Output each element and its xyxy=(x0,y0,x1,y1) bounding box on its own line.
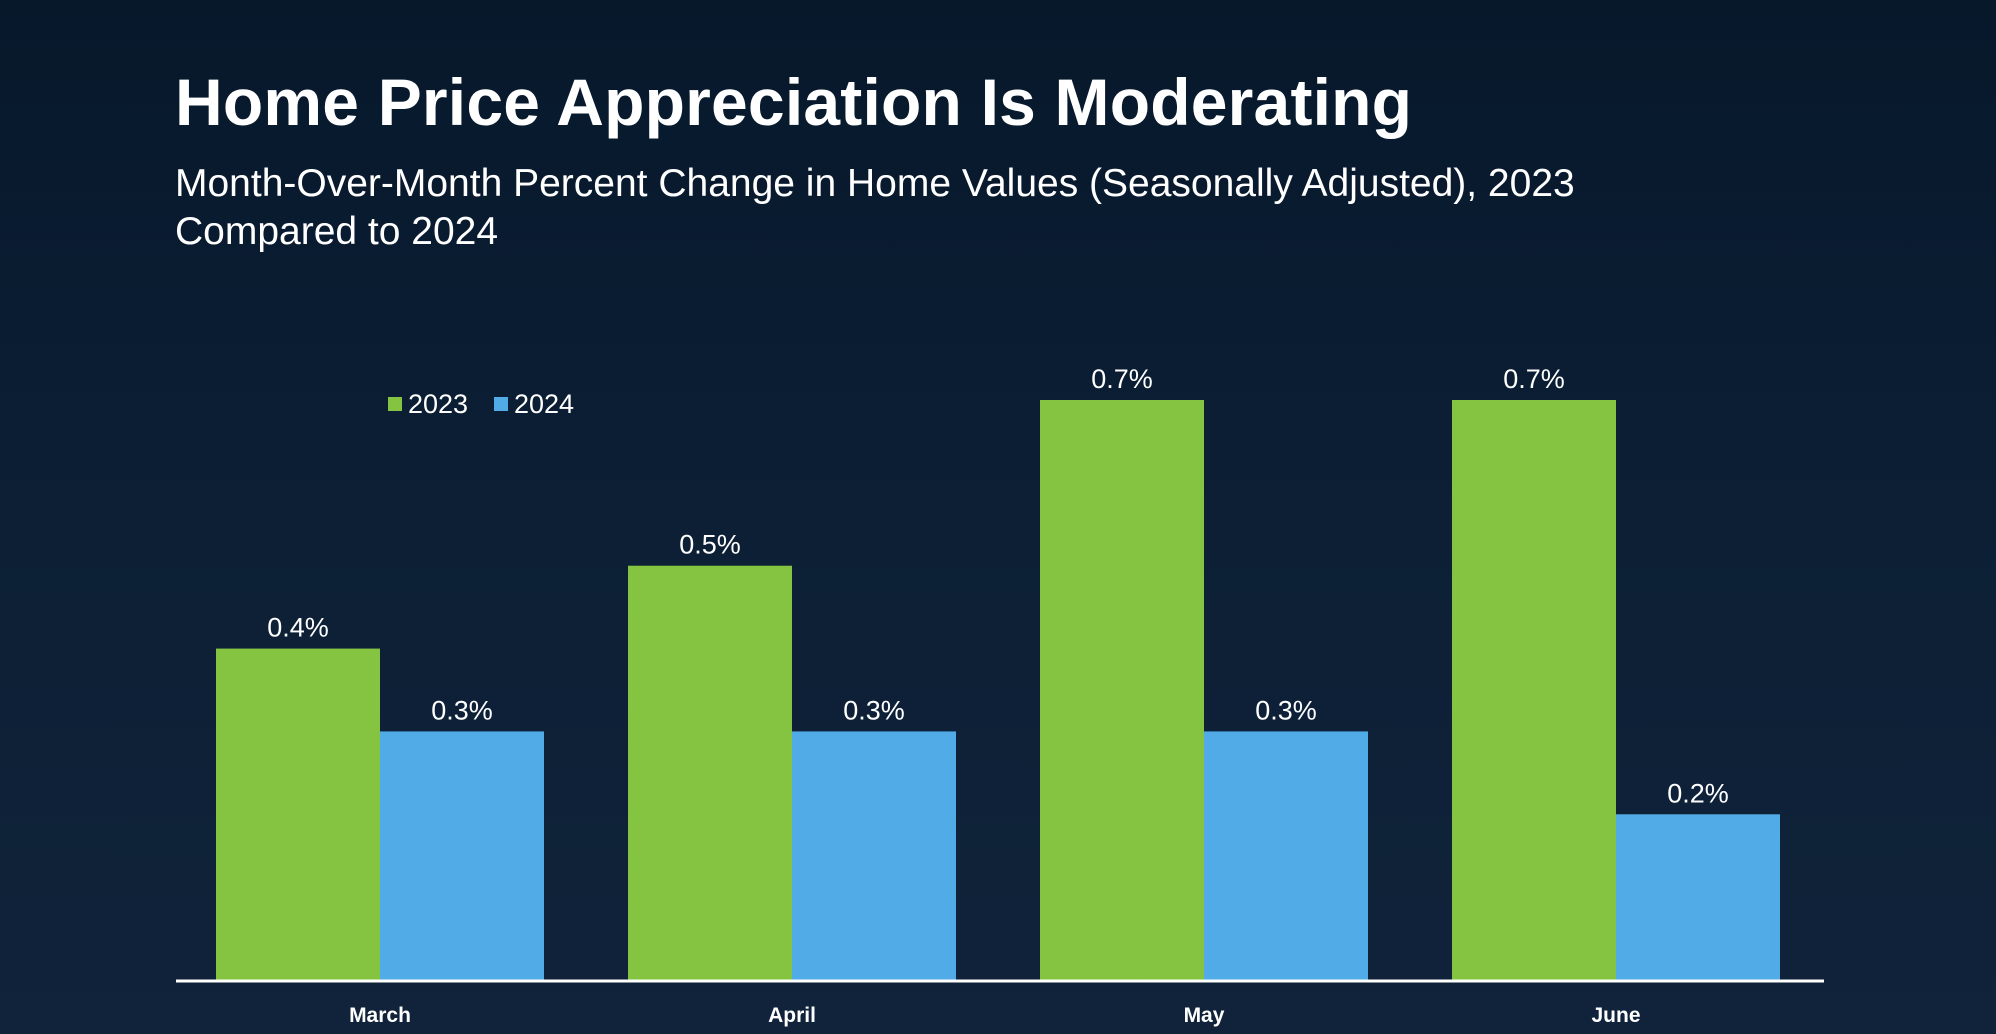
bar-2024-april xyxy=(792,731,956,980)
legend-swatch-2023 xyxy=(388,397,402,411)
data-label-2023-june: 0.7% xyxy=(1503,364,1565,394)
data-label-2023-may: 0.7% xyxy=(1091,364,1153,394)
bar-2023-june xyxy=(1452,400,1616,980)
bar-2024-june xyxy=(1616,814,1780,980)
bar-groups: 0.4% 0.3% 0.5% 0.3% 0.7% 0.3% 0.7% 0.2% xyxy=(216,364,1780,980)
bar-2024-may xyxy=(1204,731,1368,980)
category-label-june: June xyxy=(1591,1004,1640,1027)
category-label-march: March xyxy=(349,1004,411,1027)
data-label-2024-march: 0.3% xyxy=(431,695,493,725)
legend-swatch-2024 xyxy=(494,397,508,411)
category-labels: March April May June xyxy=(349,1004,1640,1027)
data-label-2024-may: 0.3% xyxy=(1255,695,1317,725)
legend-label-2024: 2024 xyxy=(514,389,574,419)
data-label-2023-march: 0.4% xyxy=(267,613,329,643)
bar-2023-april xyxy=(628,565,792,980)
chart-legend: 2023 2024 xyxy=(388,389,574,419)
category-label-may: May xyxy=(1184,1004,1225,1027)
data-label-2024-june: 0.2% xyxy=(1667,778,1729,808)
category-label-april: April xyxy=(768,1004,816,1027)
bar-2023-march xyxy=(216,648,380,980)
bar-2023-may xyxy=(1040,400,1204,980)
chart-subtitle: Month-Over-Month Percent Change in Home … xyxy=(175,162,1575,253)
bar-2024-march xyxy=(380,731,544,980)
chart-title: Home Price Appreciation Is Moderating xyxy=(175,65,1413,139)
data-label-2023-april: 0.5% xyxy=(679,530,741,560)
data-label-2024-april: 0.3% xyxy=(843,695,905,725)
legend-label-2023: 2023 xyxy=(408,389,468,419)
